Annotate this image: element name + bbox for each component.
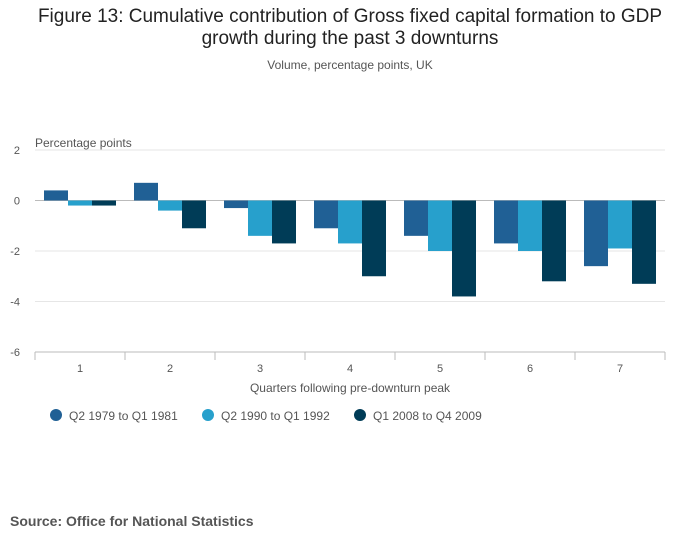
legend: Q2 1979 to Q1 1981 Q2 1990 to Q1 1992 Q1 2… (50, 409, 482, 423)
x-axis-title: Quarters following pre-downturn peak (250, 381, 451, 395)
y-tick-label: 0 (14, 196, 20, 208)
x-tick-label: 2 (167, 363, 173, 375)
bar (518, 200, 542, 251)
x-tick-label: 6 (527, 363, 533, 375)
y-tick-label: -2 (10, 246, 20, 258)
chart-title: Figure 13: Cumulative contribution of Gr… (0, 6, 700, 50)
bar (584, 200, 608, 267)
legend-swatch (202, 409, 214, 421)
legend-label: Q1 2008 to Q4 2009 (373, 409, 482, 423)
legend-item: Q2 1990 to Q1 1992 (202, 409, 330, 423)
bar (452, 200, 476, 297)
bar (44, 190, 68, 201)
y-axis-label: Percentage points (35, 136, 132, 150)
x-tick-label: 4 (347, 363, 353, 375)
x-tick-label: 1 (77, 363, 83, 375)
bar (68, 200, 92, 206)
bar (494, 200, 518, 244)
y-tick-label: 2 (14, 145, 20, 157)
bar (224, 200, 248, 209)
x-tick-label: 5 (437, 363, 443, 375)
chart-title-line-2: growth during the past 3 downturns (201, 28, 499, 49)
legend-swatch (50, 409, 62, 421)
bar (608, 200, 632, 249)
bar (158, 200, 182, 211)
bar (314, 200, 338, 229)
legend-label: Q2 1990 to Q1 1992 (221, 409, 330, 423)
bar (338, 200, 362, 244)
bar (362, 200, 386, 277)
bar (428, 200, 452, 251)
bars (44, 182, 656, 297)
legend-item: Q1 2008 to Q4 2009 (354, 409, 482, 423)
x-axis: 1 2 3 4 5 6 7 (34, 351, 666, 375)
legend-swatch (354, 409, 366, 421)
bar (272, 200, 296, 244)
bar (632, 200, 656, 284)
legend-item: Q2 1979 to Q1 1981 (50, 409, 178, 423)
bar (404, 200, 428, 236)
bar (134, 182, 158, 201)
y-tick-label: -4 (10, 297, 20, 309)
bar (542, 200, 566, 282)
bar (92, 200, 116, 206)
chart-title-line-1: Figure 13: Cumulative contribution of Gr… (37, 6, 663, 27)
legend-label: Q2 1979 to Q1 1981 (69, 409, 178, 423)
x-tick-label: 7 (617, 363, 623, 375)
bar (182, 200, 206, 229)
source-note: Source: Office for National Statistics (10, 513, 254, 529)
x-tick-label: 3 (257, 363, 263, 375)
chart-subtitle: Volume, percentage points, UK (267, 58, 433, 72)
y-tick-labels: 2 0 -2 -4 -6 (10, 145, 20, 359)
bar (248, 200, 272, 236)
y-tick-label: -6 (10, 347, 20, 359)
